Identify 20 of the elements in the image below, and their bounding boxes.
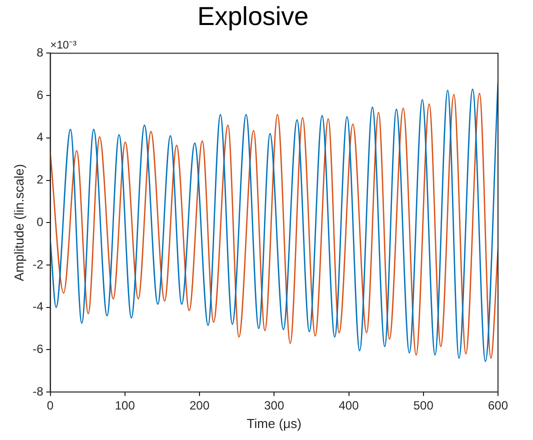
x-tick-label: 500 [413, 398, 434, 413]
y-tick-label: -8 [32, 384, 44, 398]
x-tick-label: 0 [46, 398, 54, 413]
y-tick-label: 0 [36, 214, 44, 229]
y-tick-label: -2 [32, 257, 44, 272]
x-tick-label: 100 [114, 398, 136, 413]
y-tick-label: 6 [36, 88, 44, 102]
chart-title: Explosive [197, 0, 309, 31]
y-tick-label: -6 [32, 342, 44, 356]
x-axis-title: Time (μs) [246, 416, 302, 431]
x-tick-label: 600 [488, 398, 508, 413]
x-tick-label: 200 [190, 398, 210, 413]
y-tick-label: -4 [32, 300, 44, 314]
y-tick-label: 2 [36, 172, 44, 187]
x-tick-label: 400 [338, 398, 360, 413]
y-tick-label: 8 [36, 46, 44, 60]
x-tick-label: 300 [264, 398, 284, 413]
y-axis-title: Amplitude (lin.scale) [11, 164, 26, 282]
text: ×10⁻³ [50, 40, 77, 52]
y-tick-label: 4 [36, 130, 44, 144]
